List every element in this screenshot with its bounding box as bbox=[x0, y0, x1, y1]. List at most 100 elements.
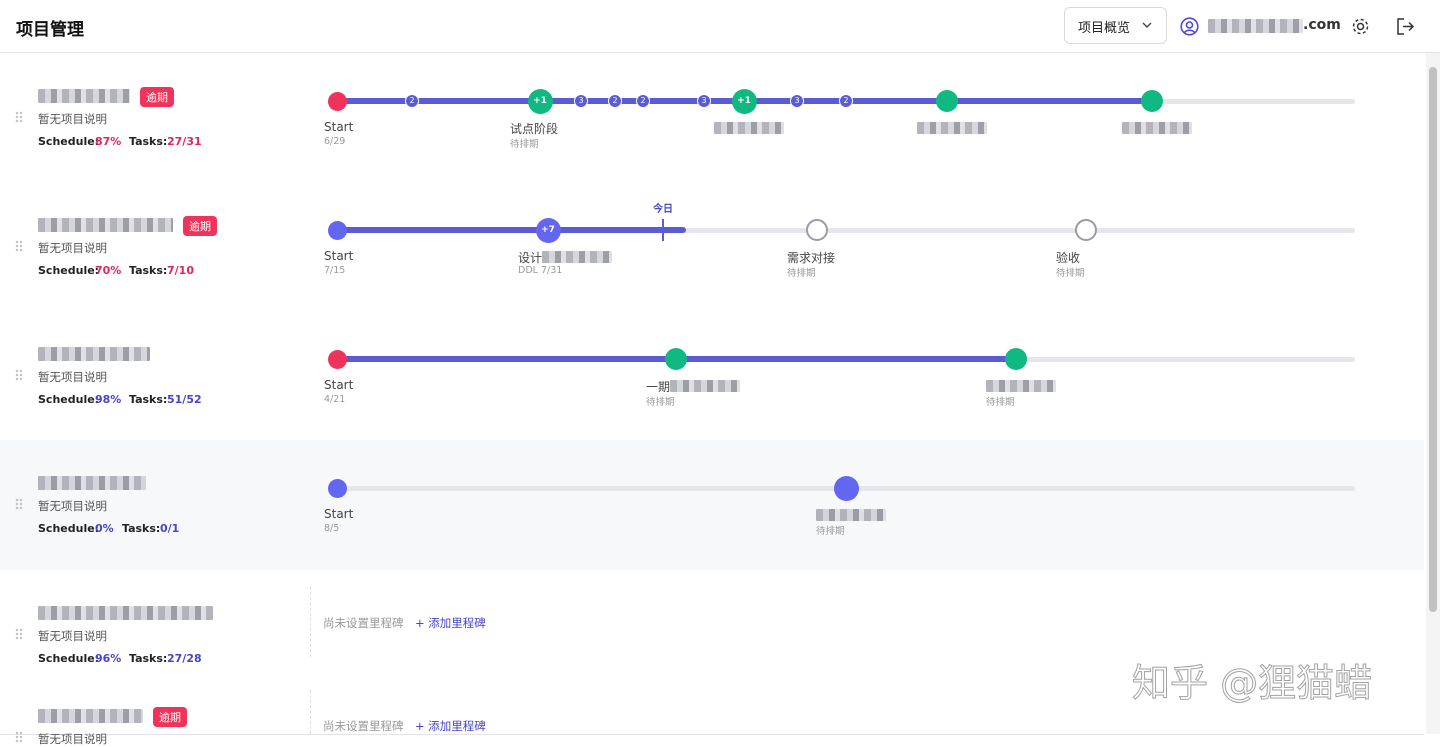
task-count-marker: 2 bbox=[839, 94, 853, 108]
milestone-label: Start bbox=[324, 378, 354, 392]
top-bar: 项目管理 项目概览 .com bbox=[0, 0, 1440, 53]
milestone-label: 一期 bbox=[646, 380, 671, 394]
no-milestone-text: 尚未设置里程碑 bbox=[323, 616, 404, 630]
milestone-note: DDL 7/31 bbox=[518, 265, 563, 276]
drag-handle bbox=[15, 240, 23, 252]
schedule-value: 98% bbox=[95, 393, 122, 406]
schedule-label: Schedule: bbox=[38, 522, 100, 535]
blurred-milestone-label bbox=[542, 251, 612, 263]
project-list: 逾期 暂无项目说明 Schedule: 87% Tasks: 27/31 2 3 2 2 3 3 2 St… bbox=[0, 53, 1424, 746]
tasks-label: Tasks: bbox=[122, 522, 161, 535]
milestone-note: 7/15 bbox=[324, 265, 346, 276]
milestone-dot[interactable] bbox=[833, 475, 859, 501]
overdue-badge: 逾期 bbox=[140, 87, 174, 107]
milestone-dot[interactable] bbox=[936, 90, 958, 112]
app-title: 项目管理 bbox=[16, 20, 84, 40]
milestone-divider bbox=[310, 690, 311, 734]
tasks-value: 27/31 bbox=[167, 135, 202, 148]
blurred-email bbox=[1208, 19, 1303, 33]
milestone-dot[interactable] bbox=[327, 478, 347, 498]
settings-icon[interactable] bbox=[1351, 17, 1370, 36]
task-count-marker: 2 bbox=[636, 94, 650, 108]
blurred-milestone-label bbox=[1122, 122, 1192, 134]
overdue-badge: 逾期 bbox=[153, 707, 187, 727]
milestone-note: 待排期 bbox=[646, 397, 675, 408]
schedule-value: 96% bbox=[95, 652, 122, 665]
milestone-label: 验收 bbox=[1056, 251, 1081, 265]
tasks-label: Tasks: bbox=[129, 264, 168, 277]
drag-handle bbox=[15, 111, 23, 123]
milestone-dot[interactable] bbox=[1141, 90, 1163, 112]
blurred-project-name bbox=[38, 709, 143, 723]
user-icon[interactable] bbox=[1180, 17, 1199, 36]
milestone-divider bbox=[310, 587, 311, 657]
scrollbar bbox=[1426, 53, 1440, 734]
blurred-milestone-label bbox=[670, 380, 740, 392]
blurred-project-name bbox=[38, 89, 130, 103]
task-count-marker: 2 bbox=[608, 94, 622, 108]
milestone-label: 试点阶段 bbox=[510, 122, 559, 136]
milestone-note: 待排期 bbox=[1056, 268, 1085, 279]
milestone-dot[interactable]: +7 bbox=[535, 217, 561, 243]
timeline-track bbox=[337, 227, 1355, 233]
drag-handle bbox=[15, 731, 23, 743]
milestone-note: 6/29 bbox=[324, 136, 346, 147]
blurred-project-name bbox=[38, 606, 213, 620]
tasks-value: 51/52 bbox=[167, 393, 202, 406]
milestone-note: 8/5 bbox=[324, 523, 340, 534]
milestone-dot[interactable] bbox=[327, 220, 347, 240]
milestone-label: Start bbox=[324, 249, 354, 263]
tasks-label: Tasks: bbox=[129, 393, 168, 406]
today-label: 今日 bbox=[653, 204, 673, 215]
milestone-note: 待排期 bbox=[787, 268, 816, 279]
add-milestone-button[interactable]: + 添加里程碑 bbox=[415, 616, 486, 630]
milestone-dot[interactable] bbox=[1075, 219, 1097, 241]
milestone-label: 需求对接 bbox=[787, 251, 836, 265]
overdue-badge: 逾期 bbox=[183, 216, 217, 236]
task-count-marker: 2 bbox=[405, 94, 419, 108]
schedule-value: 87% bbox=[95, 135, 122, 148]
schedule-value: 0% bbox=[95, 522, 114, 535]
tasks-label: Tasks: bbox=[129, 135, 168, 148]
tasks-value: 7/10 bbox=[167, 264, 194, 277]
drag-handle bbox=[15, 498, 23, 510]
scrollbar-thumb[interactable] bbox=[1429, 67, 1437, 612]
milestone-dot[interactable] bbox=[665, 348, 687, 370]
logout-icon[interactable] bbox=[1396, 17, 1415, 36]
timeline-progress bbox=[337, 227, 686, 233]
milestone-label: Start bbox=[324, 507, 354, 521]
schedule-label: Schedule: bbox=[38, 135, 100, 148]
blurred-project-name bbox=[38, 218, 173, 232]
milestone-label: Start bbox=[324, 120, 354, 134]
today-line bbox=[662, 219, 664, 241]
view-select[interactable]: 项目概览 bbox=[1064, 7, 1167, 44]
milestone-dot[interactable] bbox=[806, 219, 828, 241]
milestone-dot[interactable]: +1 bbox=[731, 88, 757, 114]
add-milestone-button[interactable]: + 添加里程碑 bbox=[415, 719, 486, 733]
project-row: 暂无项目说明 Schedule: 0% Tasks: 0/1 Start 8/5 待排期 bbox=[0, 440, 1424, 571]
tasks-label: Tasks: bbox=[129, 652, 168, 665]
milestone-dot[interactable] bbox=[1005, 348, 1027, 370]
milestone-note: 待排期 bbox=[816, 526, 845, 537]
milestone-note: 待排期 bbox=[986, 397, 1015, 408]
blurred-project-name bbox=[38, 476, 146, 490]
milestone-dot[interactable] bbox=[327, 91, 347, 111]
project-description: 暂无项目说明 bbox=[38, 370, 107, 384]
schedule-value: 70% bbox=[95, 264, 122, 277]
email-suffix: .com bbox=[1303, 17, 1341, 33]
no-milestone-text: 尚未设置里程碑 bbox=[323, 719, 404, 733]
task-count-marker: 3 bbox=[697, 94, 711, 108]
milestone-dot[interactable]: +1 bbox=[527, 88, 553, 114]
project-row: 暂无项目说明 Schedule: 98% Tasks: 51/52 Start 4/21 一期… bbox=[0, 311, 1424, 441]
milestone-note: 4/21 bbox=[324, 394, 346, 405]
milestone-dot[interactable] bbox=[327, 349, 347, 369]
watermark: 知乎 @狸猫蜡 bbox=[1131, 661, 1373, 706]
task-count-marker: 3 bbox=[790, 94, 804, 108]
blurred-milestone-label bbox=[816, 509, 886, 521]
task-count-marker: 3 bbox=[574, 94, 588, 108]
view-select-text: 项目概览 bbox=[1078, 21, 1131, 36]
project-description: 暂无项目说明 bbox=[38, 629, 107, 643]
chevron-icon bbox=[1142, 22, 1152, 28]
